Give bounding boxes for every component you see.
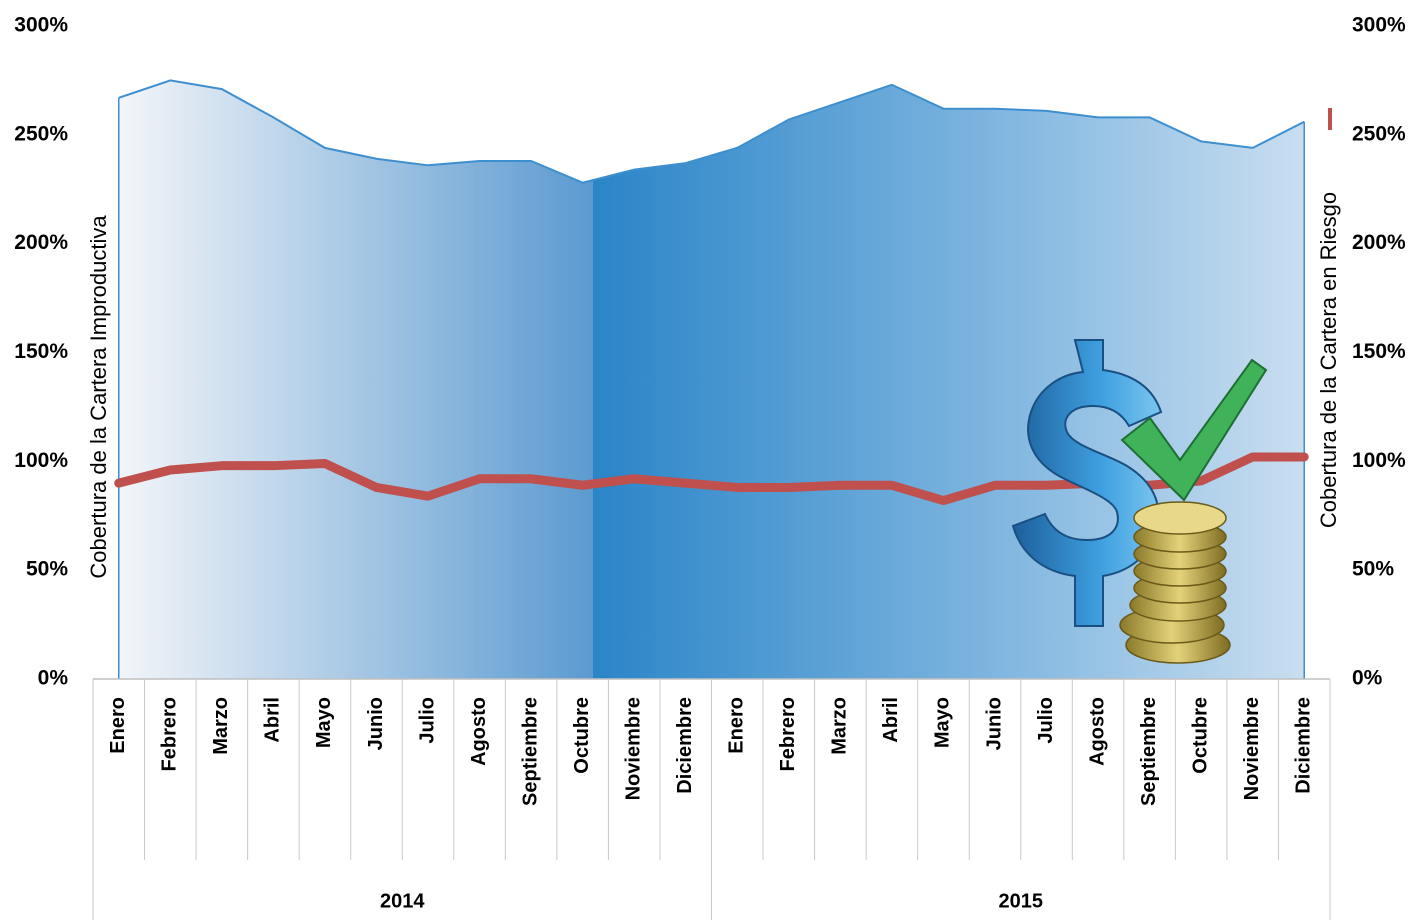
x-tick-label: Marzo (829, 697, 851, 755)
money-icon (1011, 339, 1268, 664)
x-tick-label: Mayo (932, 697, 954, 748)
y-tick-label: 0% (38, 667, 69, 690)
y2-tick-label: 100% (1352, 449, 1406, 472)
y2-tick-label: 150% (1352, 340, 1406, 363)
x-tick-label: Noviembre (622, 697, 644, 800)
x-tick-label: Febrero (777, 697, 799, 771)
y2-tick-label: 200% (1352, 231, 1406, 254)
x-tick-label: Julio (416, 697, 438, 744)
x-tick-label: Diciembre (1293, 697, 1315, 794)
x-tick-label: Agosto (1086, 697, 1108, 766)
group-label: 2014 (380, 890, 425, 912)
x-tick-label: Diciembre (674, 697, 696, 794)
area-outline (118, 79, 1305, 184)
y-tick-label: 250% (14, 122, 68, 145)
y-tick-label: 100% (14, 449, 68, 472)
x-tick-label: Enero (107, 697, 129, 754)
x-tick-label: Octubre (1189, 697, 1211, 774)
y2-tick-label: 300% (1352, 14, 1406, 37)
x-tick-label: Octubre (571, 697, 593, 774)
y-tick-label: 150% (14, 340, 68, 363)
x-tick-label: Febrero (159, 697, 181, 771)
area (118, 80, 1305, 679)
x-tick-label: Abril (880, 697, 902, 743)
x-tick-label: Marzo (210, 697, 232, 755)
x-tick-label: Enero (726, 697, 748, 754)
y-tick-label: 300% (14, 14, 68, 37)
y-tick-label: 200% (14, 231, 68, 254)
y2-tick-label: 0% (1352, 667, 1383, 690)
x-tick-label: Junio (365, 697, 387, 750)
x-tick-label: Junio (983, 697, 1005, 750)
y-tick-label: 50% (26, 558, 68, 581)
y2-tick-label: 250% (1352, 122, 1406, 145)
x-tick-label: Septiembre (1138, 697, 1160, 806)
x-tick-label: Julio (1035, 697, 1057, 744)
x-tick-label: Abril (262, 697, 284, 743)
x-tick-label: Mayo (313, 697, 335, 748)
y2-tick-label: 50% (1352, 558, 1394, 581)
x-tick-label: Noviembre (1241, 697, 1263, 800)
y2-axis-title: Cobertura de la Cartera en Riesgo (1316, 192, 1341, 528)
x-tick-label: Agosto (468, 697, 490, 766)
y-axis-title: Cobertura de la Cartera Improductiva (86, 215, 111, 579)
x-tick-label: Septiembre (519, 697, 541, 806)
group-label: 2015 (999, 890, 1044, 912)
